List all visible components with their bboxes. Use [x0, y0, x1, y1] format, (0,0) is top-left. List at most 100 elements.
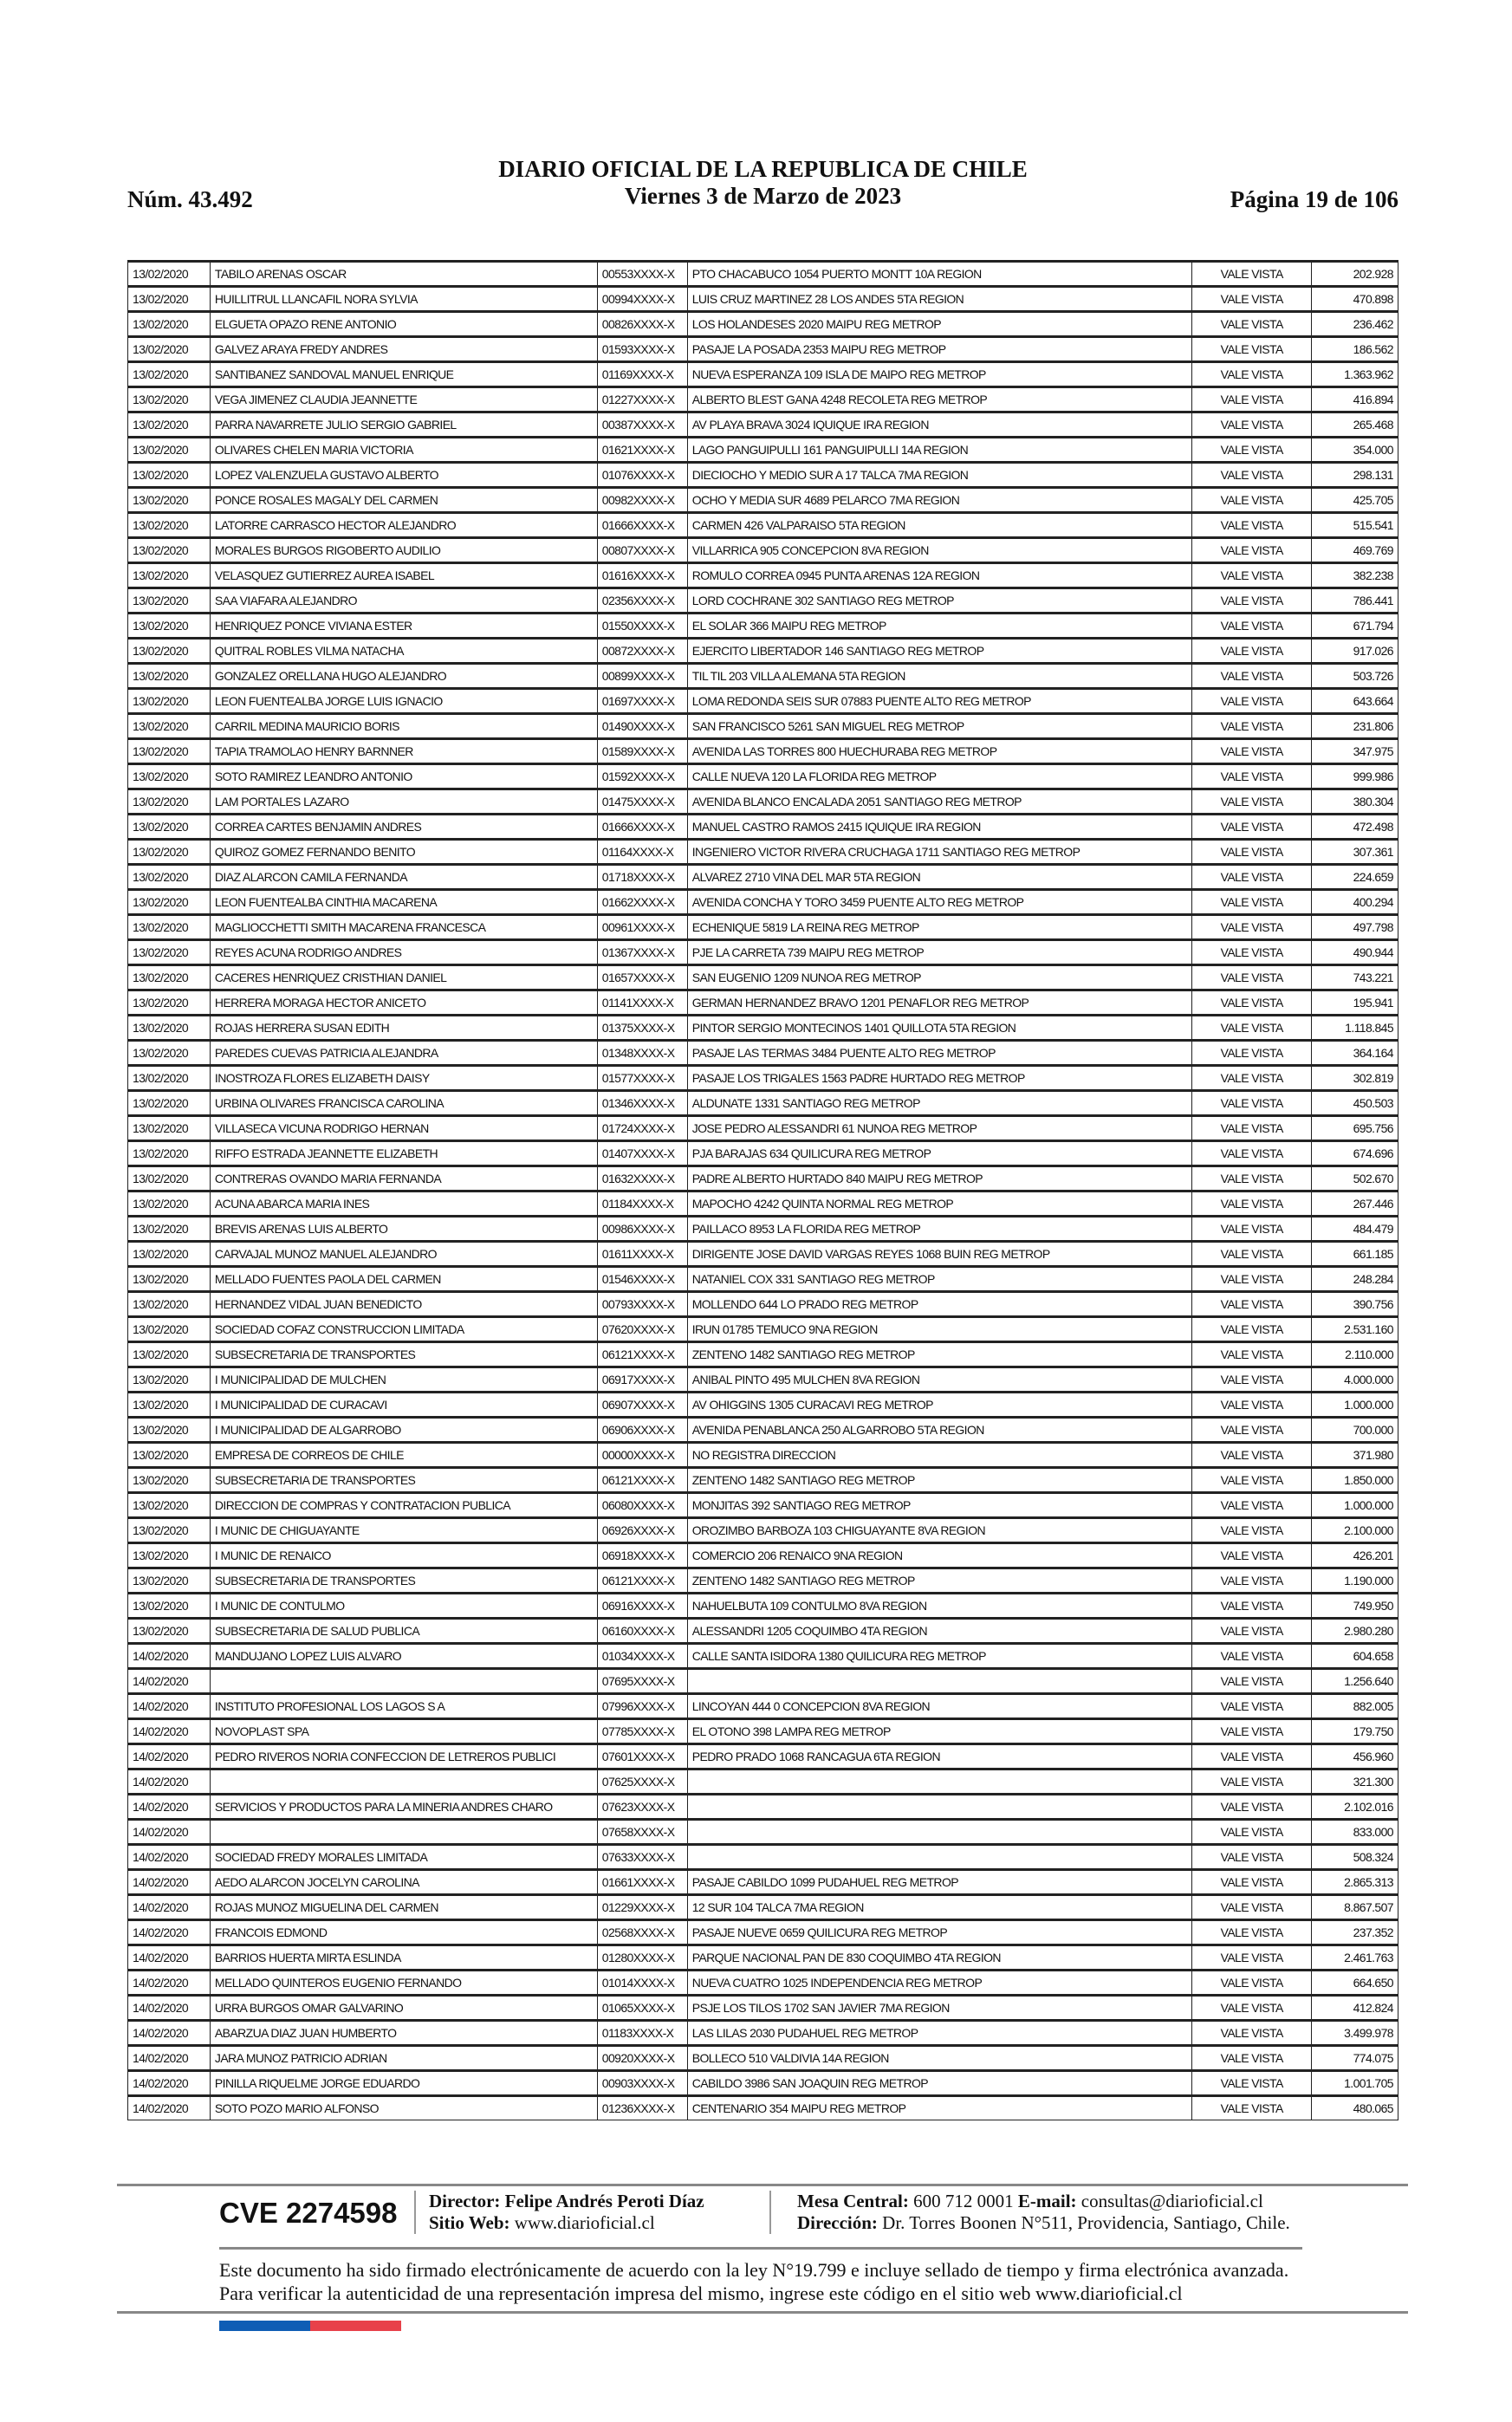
name-cell: SOCIEDAD COFAZ CONSTRUCCION LIMITADA [209, 1315, 598, 1342]
rut-cell: 01014XXXX-X [596, 1969, 688, 1996]
rut-cell: 06907XXXX-X [596, 1391, 688, 1418]
payment-type-cell: VALE VISTA [1191, 1642, 1313, 1669]
amount-cell: 3.499.978 [1311, 2019, 1398, 2046]
table-row: 13/02/2020 SUBSECRETARIA DE TRANSPORTES 06… [127, 1466, 1398, 1493]
rut-cell: 01662XXXX-X [596, 888, 688, 915]
rut-cell: 01348XXXX-X [596, 1039, 688, 1066]
rut-cell: 06121XXXX-X [596, 1341, 688, 1367]
address-cell: CABILDO 3986 SAN JOAQUIN REG METROP [686, 2069, 1193, 2096]
name-cell: LAM PORTALES LAZARO [209, 788, 598, 815]
rut-cell: 01632XXXX-X [596, 1165, 688, 1192]
table-row: 13/02/2020 HENRIQUEZ PONCE VIVIANA ESTER 0… [127, 612, 1398, 639]
date-cell: 13/02/2020 [127, 1140, 211, 1166]
payment-type-cell: VALE VISTA [1191, 2019, 1313, 2046]
table-row: 13/02/2020 TABILO ARENAS OSCAR 00553XXXX-X… [127, 260, 1398, 287]
address-cell: IRUN 01785 TEMUCO 9NA REGION [686, 1315, 1193, 1342]
table-row: 13/02/2020 QUITRAL ROBLES VILMA NATACHA 00… [127, 637, 1398, 664]
table-row: 13/02/2020 SUBSECRETARIA DE TRANSPORTES 06… [127, 1341, 1398, 1367]
payment-type-cell: VALE VISTA [1191, 1919, 1313, 1945]
payment-type-cell: VALE VISTA [1191, 813, 1313, 840]
date-cell: 14/02/2020 [127, 1868, 211, 1895]
rut-cell: 01546XXXX-X [596, 1265, 688, 1292]
amount-cell: 390.756 [1311, 1290, 1398, 1317]
payment-type-cell: VALE VISTA [1191, 1391, 1313, 1418]
table-row: 13/02/2020 I MUNICIPALIDAD DE MULCHEN 0691… [127, 1366, 1398, 1393]
payment-type-cell: VALE VISTA [1191, 461, 1313, 488]
payment-type-cell: VALE VISTA [1191, 687, 1313, 714]
name-cell: TAPIA TRAMOLAO HENRY BARNNER [209, 737, 598, 764]
rut-cell: 00903XXXX-X [596, 2069, 688, 2096]
payment-type-cell: VALE VISTA [1191, 1064, 1313, 1091]
address-cell: OROZIMBO BARBOZA 103 CHIGUAYANTE 8VA REG… [686, 1516, 1193, 1543]
date-cell: 13/02/2020 [127, 813, 211, 840]
address-cell [686, 1818, 1193, 1845]
amount-cell: 604.658 [1311, 1642, 1398, 1669]
amount-cell: 231.806 [1311, 712, 1398, 739]
name-cell: CORREA CARTES BENJAMIN ANDRES [209, 813, 598, 840]
date-cell: 13/02/2020 [127, 662, 211, 689]
name-cell: AEDO ALARCON JOCELYN CAROLINA [209, 1868, 598, 1895]
address-cell: LAS LILAS 2030 PUDAHUEL REG METROP [686, 2019, 1193, 2046]
name-cell: ACUNA ABARCA MARIA INES [209, 1190, 598, 1217]
amount-cell: 749.950 [1311, 1592, 1398, 1619]
rut-cell: 01164XXXX-X [596, 838, 688, 865]
table-row: 14/02/2020 ABARZUA DIAZ JUAN HUMBERTO 0118… [127, 2019, 1398, 2046]
address-cell: LOMA REDONDA SEIS SUR 07883 PUENTE ALTO … [686, 687, 1193, 714]
name-cell: EMPRESA DE CORREOS DE CHILE [209, 1441, 598, 1468]
date-cell: 13/02/2020 [127, 335, 211, 362]
date-cell: 13/02/2020 [127, 260, 211, 287]
table-row: 13/02/2020 DIRECCION DE COMPRAS Y CONTRAT… [127, 1491, 1398, 1518]
address-cell: MONJITAS 392 SANTIAGO REG METROP [686, 1491, 1193, 1518]
rut-cell: 01666XXXX-X [596, 511, 688, 538]
rut-cell: 06926XXXX-X [596, 1516, 688, 1543]
payment-type-cell: VALE VISTA [1191, 1743, 1313, 1769]
date-cell: 13/02/2020 [127, 1290, 211, 1317]
address-cell: EL OTONO 398 LAMPA REG METROP [686, 1717, 1193, 1744]
rut-cell: 07658XXXX-X [596, 1818, 688, 1845]
date-cell: 13/02/2020 [127, 1089, 211, 1116]
rut-cell: 01034XXXX-X [596, 1642, 688, 1669]
address-cell: ROMULO CORREA 0945 PUNTA ARENAS 12A REGI… [686, 562, 1193, 588]
name-cell: DIRECCION DE COMPRAS Y CONTRATACION PUBL… [209, 1491, 598, 1518]
amount-cell: 307.361 [1311, 838, 1398, 865]
address-cell: TIL TIL 203 VILLA ALEMANA 5TA REGION [686, 662, 1193, 689]
amount-cell: 2.461.763 [1311, 1944, 1398, 1971]
table-row: 14/02/2020 ROJAS MUNOZ MIGUELINA DEL CARM… [127, 1893, 1398, 1920]
address-cell: CALLE NUEVA 120 LA FLORIDA REG METROP [686, 763, 1193, 789]
rut-cell: 07623XXXX-X [596, 1793, 688, 1820]
address-cell: LUIS CRUZ MARTINEZ 28 LOS ANDES 5TA REGI… [686, 285, 1193, 312]
amount-cell: 743.221 [1311, 964, 1398, 990]
date-cell: 13/02/2020 [127, 863, 211, 890]
table-row: 13/02/2020 DIAZ ALARCON CAMILA FERNANDA 01… [127, 863, 1398, 890]
date-cell: 13/02/2020 [127, 687, 211, 714]
issue-number: Núm. 43.492 [127, 186, 253, 212]
table-row: 13/02/2020 VILLASECA VICUNA RODRIGO HERNA… [127, 1114, 1398, 1141]
name-cell: ROJAS MUNOZ MIGUELINA DEL CARMEN [209, 1893, 598, 1920]
date-cell: 13/02/2020 [127, 838, 211, 865]
rut-cell: 00826XXXX-X [596, 310, 688, 337]
payment-type-cell: VALE VISTA [1191, 964, 1313, 990]
rut-cell: 01490XXXX-X [596, 712, 688, 739]
amount-cell: 999.986 [1311, 763, 1398, 789]
payment-type-cell: VALE VISTA [1191, 1215, 1313, 1242]
payment-type-cell: VALE VISTA [1191, 763, 1313, 789]
amount-cell: 1.118.845 [1311, 1014, 1398, 1041]
name-cell: PARRA NAVARRETE JULIO SERGIO GABRIEL [209, 411, 598, 438]
date-cell: 13/02/2020 [127, 1014, 211, 1041]
address-cell: DIECIOCHO Y MEDIO SUR A 17 TALCA 7MA REG… [686, 461, 1193, 488]
address-cell: ZENTENO 1482 SANTIAGO REG METROP [686, 1341, 1193, 1367]
payment-type-cell: VALE VISTA [1191, 2069, 1313, 2096]
web-link[interactable]: www.diarioficial.cl [514, 2212, 655, 2233]
email-link[interactable]: consultas@diarioficial.cl [1080, 2191, 1263, 2211]
address-cell: SAN FRANCISCO 5261 SAN MIGUEL REG METROP [686, 712, 1193, 739]
rut-cell: 01550XXXX-X [596, 612, 688, 639]
name-cell: SERVICIOS Y PRODUCTOS PARA LA MINERIA AN… [209, 1793, 598, 1820]
rut-cell: 00920XXXX-X [596, 2044, 688, 2071]
date-cell: 13/02/2020 [127, 411, 211, 438]
date-cell: 13/02/2020 [127, 1341, 211, 1367]
table-row: 13/02/2020 ROJAS HERRERA SUSAN EDITH 01375… [127, 1014, 1398, 1041]
payment-type-cell: VALE VISTA [1191, 888, 1313, 915]
amount-cell: 416.894 [1311, 386, 1398, 412]
address-cell [686, 1667, 1193, 1694]
table-row: 13/02/2020 RIFFO ESTRADA JEANNETTE ELIZAB… [127, 1140, 1398, 1166]
